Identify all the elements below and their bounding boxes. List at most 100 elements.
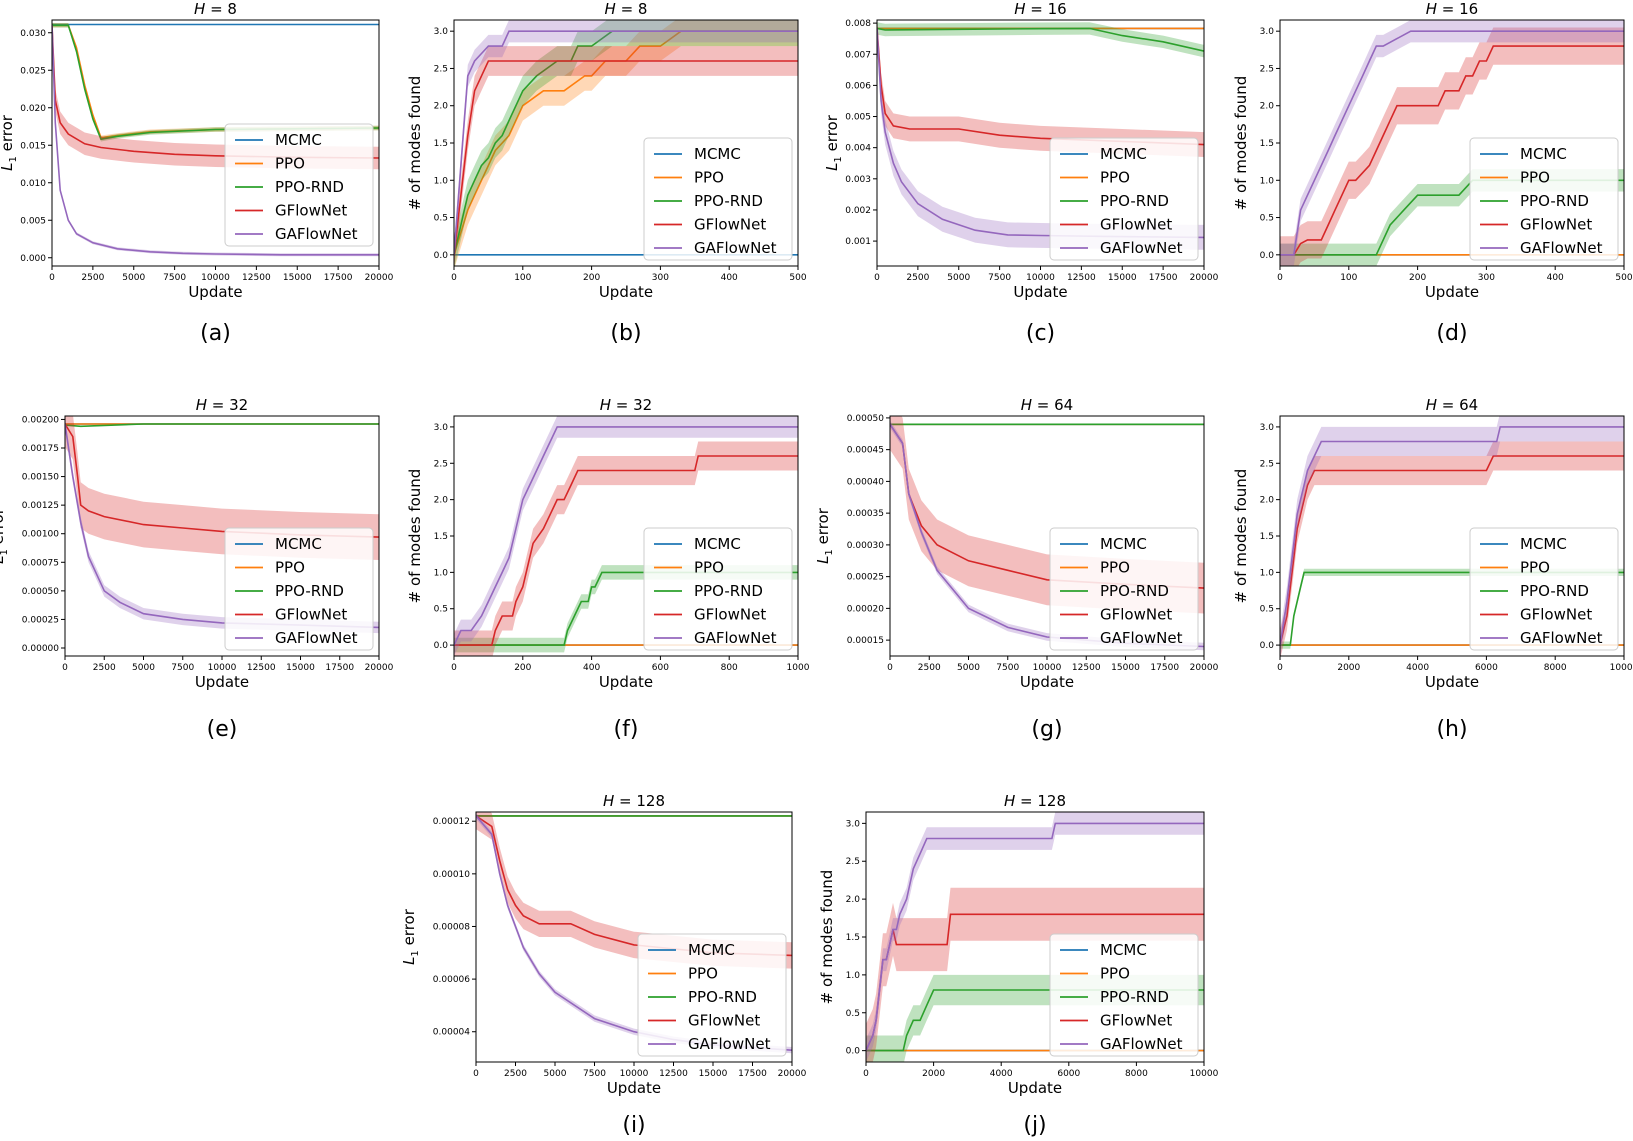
y-tick-label: 2.5 (846, 857, 860, 867)
x-tick-label: 500 (789, 273, 806, 283)
y-tick-label: 0.025 (20, 66, 46, 76)
chart-title: H = 32 (196, 396, 248, 414)
x-tick-label: 2000 (922, 1069, 945, 1079)
x-tick-label: 10000 (208, 663, 237, 673)
legend: MCMC PPO PPO-RND GFlowNet GAFlowNet (1469, 137, 1619, 261)
y-axis-label: L1 error (400, 908, 421, 965)
legend-box (1469, 527, 1619, 651)
legend-label-mcmc: MCMC (1520, 535, 1567, 553)
plot-area (454, 20, 798, 266)
legend-box (224, 527, 374, 651)
x-tick-label: 500 (1615, 273, 1632, 283)
x-tick-label: 200 (514, 663, 531, 673)
subfigure-caption: (j) (1023, 1113, 1046, 1138)
y-tick-label: 0.5 (846, 1009, 860, 1019)
legend-label-gflownet: GFlowNet (1100, 1012, 1172, 1030)
legend-label-mcmc: MCMC (694, 535, 741, 553)
legend-label-ppo: PPO (1100, 559, 1130, 577)
chart-title: H = 32 (600, 396, 652, 414)
legend-label-ppo-rnd: PPO-RND (1100, 192, 1169, 210)
band-gflownet (454, 46, 798, 266)
x-axis-label: Update (1425, 283, 1479, 301)
chart-title: H = 8 (194, 0, 237, 18)
y-tick-label: 0.000 (20, 254, 46, 264)
chart-a: H = 8 0 2500 5000 7500 10000 12500 15000 17500 20… (0, 0, 394, 346)
x-tick-label: 20000 (1190, 663, 1219, 673)
y-tick-label: 0.00050 (847, 414, 884, 424)
series-line-ppo (454, 30, 798, 256)
x-tick-label: 2000 (1337, 663, 1360, 673)
x-tick-label: 10000 (1026, 273, 1055, 283)
x-tick-label: 12500 (242, 273, 271, 283)
x-axis-label: Update (607, 1079, 661, 1097)
legend-label-gflownet: GFlowNet (275, 606, 347, 624)
subfigure-caption: (b) (610, 321, 641, 346)
y-tick-label: 1.5 (846, 933, 860, 943)
x-tick-label: 12500 (1072, 663, 1101, 673)
band-gflownet (866, 887, 1204, 1062)
legend-label-ppo-rnd: PPO-RND (694, 582, 763, 600)
legend-box (1049, 137, 1199, 261)
x-tick-label: 17500 (325, 663, 354, 673)
legend: MCMC PPO PPO-RND GFlowNet GAFlowNet (1049, 933, 1199, 1057)
x-axis-label: Update (1020, 673, 1074, 691)
y-tick-label: 3.0 (1260, 423, 1275, 433)
legend-label-ppo-rnd: PPO-RND (1100, 582, 1169, 600)
y-tick-label: 1.0 (434, 176, 449, 186)
x-tick-label: 0 (62, 663, 68, 673)
x-tick-label: 6000 (1057, 1069, 1080, 1079)
chart-j: H = 128 0 2000 4000 6000 8000 10000 0.0 0.5 1.0 1.… (818, 792, 1219, 1138)
y-tick-label: 0.00175 (22, 444, 59, 454)
y-tick-label: 0.5 (434, 605, 448, 615)
x-tick-label: 200 (1409, 273, 1426, 283)
series-line-ppo (52, 24, 379, 139)
legend-label-gaflownet: GAFlowNet (688, 1035, 771, 1053)
subfigure-caption: (i) (622, 1113, 645, 1138)
y-tick-label: 3.0 (434, 423, 449, 433)
y-tick-label: 0.00125 (22, 501, 59, 511)
legend: MCMC PPO PPO-RND GFlowNet GAFlowNet (1049, 137, 1199, 261)
band-ppo (454, 20, 798, 266)
x-tick-label: 100 (514, 273, 531, 283)
series-line-gaflownet (1280, 30, 1624, 256)
x-tick-label: 0 (473, 1069, 479, 1079)
legend-label-ppo: PPO (694, 169, 724, 187)
x-axis-label: Update (599, 283, 653, 301)
y-tick-label: 0.005 (20, 216, 46, 226)
band-gaflownet (1280, 416, 1624, 656)
y-tick-label: 0.00050 (22, 587, 59, 597)
legend-box (1469, 137, 1619, 261)
y-tick-label: 0.00004 (433, 1028, 470, 1038)
chart-title: H = 8 (605, 0, 648, 18)
legend-label-mcmc: MCMC (1100, 941, 1147, 959)
legend-label-mcmc: MCMC (688, 941, 735, 959)
legend-label-gaflownet: GAFlowNet (275, 629, 358, 647)
x-tick-label: 5000 (544, 1069, 567, 1079)
y-tick-label: 0.005 (845, 113, 871, 123)
y-tick-label: 2.5 (434, 459, 448, 469)
x-tick-label: 17500 (1149, 273, 1178, 283)
x-tick-label: 2500 (918, 663, 941, 673)
band-gaflownet (454, 20, 798, 266)
y-tick-label: 2.5 (434, 64, 448, 74)
x-tick-label: 12500 (659, 1069, 688, 1079)
x-tick-label: 20000 (1190, 273, 1219, 283)
legend-label-gaflownet: GAFlowNet (1100, 1035, 1183, 1053)
x-tick-label: 10000 (201, 273, 230, 283)
y-tick-label: 0.00010 (433, 870, 470, 880)
x-tick-label: 4000 (990, 1069, 1013, 1079)
x-tick-label: 12500 (247, 663, 276, 673)
x-tick-label: 10000 (1190, 1069, 1219, 1079)
x-tick-label: 0 (451, 663, 457, 673)
chart-h: H = 64 0 2000 4000 6000 8000 10000 0.0 0.5 1.0 1.5… (1232, 396, 1633, 742)
legend: MCMC PPO PPO-RND GFlowNet GAFlowNet (643, 527, 793, 651)
legend-label-mcmc: MCMC (694, 145, 741, 163)
y-tick-label: 0.0 (1260, 251, 1275, 261)
y-tick-label: 0.00200 (22, 415, 59, 425)
y-tick-label: 0.5 (1260, 605, 1274, 615)
legend-label-ppo-rnd: PPO-RND (275, 178, 344, 196)
x-tick-label: 20000 (365, 273, 394, 283)
legend-label-gflownet: GFlowNet (1100, 606, 1172, 624)
y-tick-label: 0.5 (434, 214, 448, 224)
series-line-gflownet (454, 455, 798, 646)
